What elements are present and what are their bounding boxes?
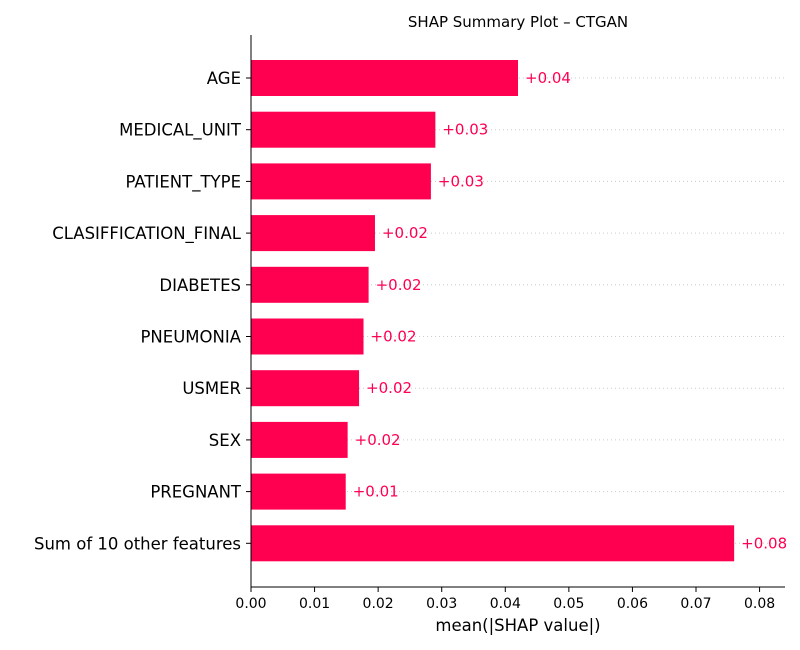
y-tick-label: DIABETES: [159, 276, 241, 295]
x-tick-label: 0.03: [426, 596, 457, 612]
data-label: +0.02: [371, 328, 417, 346]
data-label: +0.02: [376, 276, 422, 294]
y-tick-label: MEDICAL_UNIT: [119, 121, 242, 141]
bar: [251, 60, 518, 96]
x-tick-label: 0.04: [490, 596, 521, 612]
grid-layer: [251, 77, 785, 544]
data-label: +0.08: [741, 534, 787, 552]
bar: [251, 421, 348, 458]
x-tick-label: 0.01: [299, 596, 330, 612]
x-axis-label: mean(|SHAP value|): [435, 616, 600, 635]
x-tick-label: 0.06: [617, 596, 648, 612]
y-tick-label: PATIENT_TYPE: [126, 172, 241, 192]
y-tick-label: PNEUMONIA: [140, 328, 241, 347]
bar: [251, 318, 364, 355]
y-tick-label: PREGNANT: [150, 483, 242, 502]
chart-title: SHAP Summary Plot – CTGAN: [408, 13, 628, 31]
x-tick-label: 0.02: [363, 596, 394, 612]
bar: [251, 163, 431, 200]
x-tick-layer: 0.00 0.01 0.02 0.03 0.04 0.05 0.06 0.07 0.08: [235, 587, 775, 612]
y-tick-label: USMER: [182, 379, 241, 398]
y-tick-label: CLASIFFICATION_FINAL: [52, 224, 242, 244]
bar-layer: [251, 60, 735, 562]
x-tick-label: 0.05: [553, 596, 584, 612]
x-tick-label: 0.08: [744, 596, 775, 612]
bar: [251, 525, 735, 562]
data-label: +0.02: [382, 224, 428, 242]
bar: [251, 370, 360, 407]
data-label: +0.01: [353, 483, 399, 501]
x-tick-label: 0.00: [235, 596, 266, 612]
x-tick-label: 0.07: [680, 596, 711, 612]
label-layer: AGE +0.04 MEDICAL_UNIT +0.03 PATIENT_TYPE +0.…: [34, 69, 787, 553]
y-tick-label: Sum of 10 other features: [34, 534, 241, 553]
data-label: +0.02: [366, 379, 412, 397]
bar: [251, 266, 369, 303]
bar: [251, 473, 346, 510]
bar: [251, 111, 436, 148]
y-tick-label: AGE: [207, 69, 241, 88]
data-label: +0.03: [438, 172, 484, 190]
bar: [251, 215, 375, 252]
y-tick-label: SEX: [209, 431, 241, 450]
data-label: +0.04: [525, 69, 571, 87]
data-label: +0.02: [355, 431, 401, 449]
data-label: +0.03: [442, 121, 488, 139]
